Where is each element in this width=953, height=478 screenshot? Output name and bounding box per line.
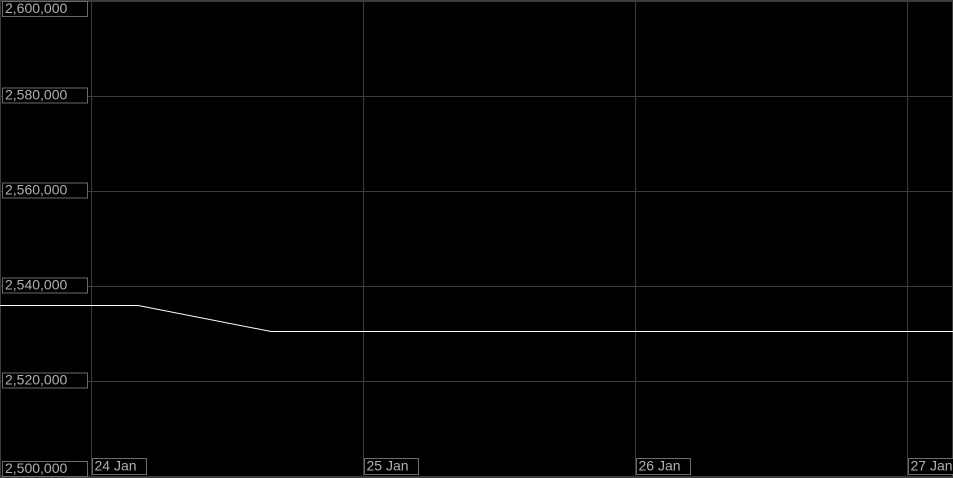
x-tick-box <box>364 458 419 475</box>
y-tick-box <box>2 1 88 17</box>
x-tick-box <box>636 458 691 475</box>
x-tick-label: 24 Jan <box>95 458 137 474</box>
y-tick-box <box>2 372 88 389</box>
x-tick-box <box>92 458 147 475</box>
y-tick-label: 2,520,000 <box>5 372 67 388</box>
x-tick-box <box>908 458 953 475</box>
y-tick-box <box>2 182 88 199</box>
x-tick-label: 25 Jan <box>367 458 409 474</box>
data-line <box>0 305 953 332</box>
y-tick-box <box>2 87 88 104</box>
y-tick-box <box>2 461 88 477</box>
x-tick-label: 27 Jan <box>911 458 953 474</box>
y-tick-label: 2,600,000 <box>5 0 67 16</box>
y-tick-box <box>2 277 88 294</box>
y-tick-label: 2,500,000 <box>5 460 67 476</box>
y-tick-label: 2,540,000 <box>5 277 67 293</box>
y-tick-label: 2,580,000 <box>5 87 67 103</box>
y-tick-label: 2,560,000 <box>5 182 67 198</box>
x-tick-label: 26 Jan <box>639 458 681 474</box>
